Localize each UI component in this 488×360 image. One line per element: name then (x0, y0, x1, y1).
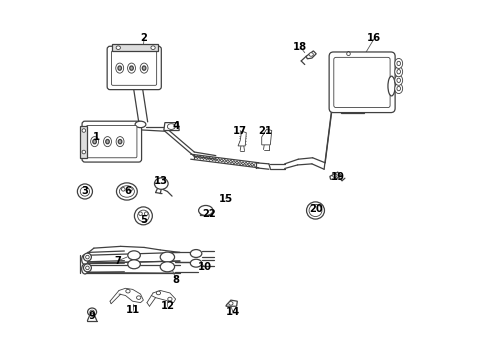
Text: 6: 6 (124, 186, 131, 197)
Ellipse shape (83, 253, 91, 261)
Text: 2: 2 (141, 33, 147, 43)
Ellipse shape (119, 186, 134, 197)
Ellipse shape (228, 302, 233, 305)
Ellipse shape (387, 76, 394, 96)
Polygon shape (225, 300, 237, 306)
Ellipse shape (154, 178, 168, 189)
Ellipse shape (140, 63, 148, 73)
Ellipse shape (346, 52, 349, 55)
Ellipse shape (82, 150, 85, 154)
Ellipse shape (396, 61, 400, 66)
Text: 1: 1 (93, 132, 100, 142)
Polygon shape (305, 51, 316, 59)
Ellipse shape (135, 121, 145, 128)
Text: 12: 12 (160, 301, 174, 311)
Ellipse shape (90, 136, 99, 147)
Text: 21: 21 (258, 126, 272, 135)
Ellipse shape (306, 202, 324, 219)
Bar (80, 126, 87, 158)
Ellipse shape (190, 249, 202, 257)
FancyBboxPatch shape (333, 57, 389, 108)
Ellipse shape (116, 63, 123, 73)
Ellipse shape (156, 291, 160, 295)
Ellipse shape (81, 255, 88, 265)
Ellipse shape (116, 183, 137, 200)
Ellipse shape (394, 75, 402, 85)
Bar (112, 44, 158, 51)
Ellipse shape (190, 259, 202, 267)
Ellipse shape (93, 139, 96, 144)
Text: 16: 16 (366, 33, 381, 43)
Ellipse shape (125, 289, 130, 293)
Ellipse shape (127, 251, 140, 260)
Ellipse shape (396, 86, 400, 91)
Ellipse shape (198, 206, 212, 216)
Text: 15: 15 (218, 194, 232, 204)
Ellipse shape (134, 207, 152, 225)
Ellipse shape (85, 255, 89, 259)
Ellipse shape (80, 187, 89, 196)
Ellipse shape (127, 260, 140, 269)
Ellipse shape (83, 264, 91, 272)
Ellipse shape (136, 296, 141, 300)
Ellipse shape (103, 136, 111, 147)
Polygon shape (329, 172, 340, 179)
Text: 20: 20 (309, 204, 323, 215)
FancyBboxPatch shape (82, 121, 142, 162)
Ellipse shape (142, 66, 145, 70)
Text: 19: 19 (330, 172, 344, 182)
Ellipse shape (332, 174, 336, 177)
Ellipse shape (90, 310, 94, 314)
Ellipse shape (394, 84, 402, 94)
Text: 11: 11 (125, 305, 140, 315)
Ellipse shape (77, 184, 92, 199)
Ellipse shape (118, 66, 121, 70)
Ellipse shape (81, 264, 88, 274)
FancyBboxPatch shape (111, 51, 156, 85)
Ellipse shape (167, 124, 175, 130)
Ellipse shape (118, 139, 122, 144)
Ellipse shape (396, 69, 400, 74)
Ellipse shape (160, 262, 174, 272)
Ellipse shape (127, 63, 135, 73)
Ellipse shape (116, 46, 120, 49)
Text: 5: 5 (140, 215, 146, 225)
Ellipse shape (139, 212, 142, 216)
Text: 8: 8 (173, 275, 180, 285)
Ellipse shape (308, 204, 321, 217)
Ellipse shape (116, 136, 124, 147)
Text: 13: 13 (154, 176, 168, 186)
Polygon shape (238, 131, 246, 146)
Ellipse shape (128, 188, 132, 191)
Ellipse shape (396, 78, 400, 82)
Text: 17: 17 (233, 126, 247, 135)
FancyBboxPatch shape (107, 46, 161, 90)
Ellipse shape (105, 139, 109, 144)
Polygon shape (163, 123, 179, 131)
Ellipse shape (85, 266, 89, 270)
Ellipse shape (167, 297, 172, 301)
Ellipse shape (87, 308, 96, 316)
Text: 18: 18 (292, 42, 306, 51)
Ellipse shape (144, 212, 148, 216)
Text: 9: 9 (88, 311, 95, 321)
Ellipse shape (137, 210, 149, 222)
Text: 4: 4 (172, 121, 180, 131)
Text: 14: 14 (225, 307, 240, 317)
Text: 7: 7 (115, 256, 122, 266)
Ellipse shape (121, 188, 125, 191)
Ellipse shape (151, 46, 155, 49)
Ellipse shape (394, 67, 402, 77)
Text: 10: 10 (198, 262, 212, 272)
Ellipse shape (308, 53, 313, 56)
FancyBboxPatch shape (86, 126, 137, 158)
Ellipse shape (82, 129, 85, 132)
Polygon shape (261, 129, 271, 145)
Ellipse shape (160, 252, 174, 262)
FancyBboxPatch shape (328, 52, 394, 113)
Ellipse shape (129, 66, 133, 70)
Text: 3: 3 (81, 186, 88, 197)
Ellipse shape (394, 58, 402, 68)
Text: 22: 22 (202, 209, 216, 219)
